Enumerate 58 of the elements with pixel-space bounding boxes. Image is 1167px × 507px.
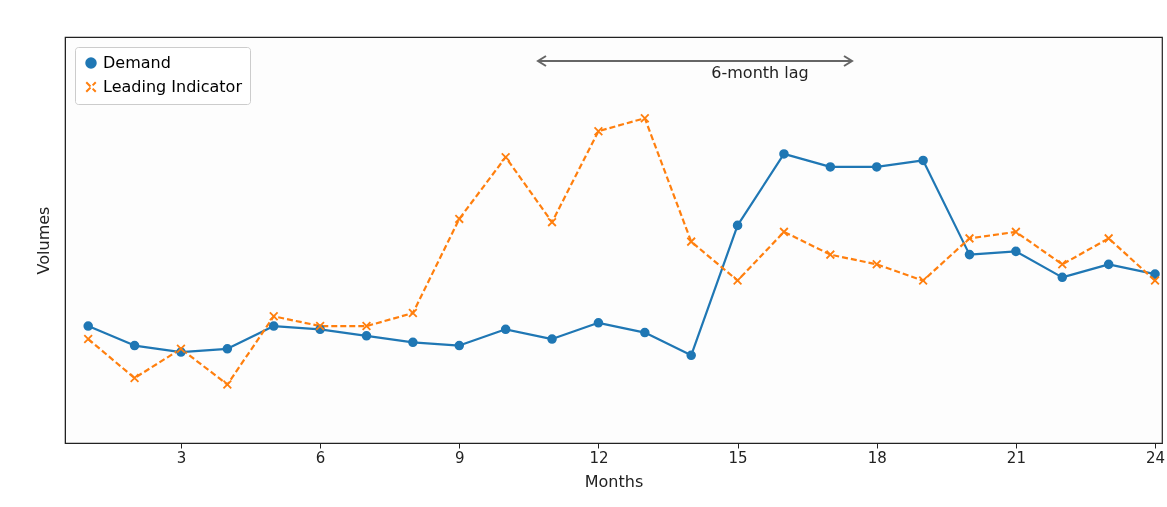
point bbox=[361, 321, 372, 331]
point bbox=[500, 324, 511, 335]
point bbox=[964, 233, 975, 244]
text: 6-month lag bbox=[711, 63, 809, 82]
point bbox=[222, 344, 233, 354]
point bbox=[83, 334, 93, 344]
point bbox=[547, 334, 557, 344]
point bbox=[871, 162, 882, 172]
point bbox=[83, 321, 93, 331]
point bbox=[779, 227, 789, 237]
point bbox=[129, 340, 140, 351]
point bbox=[918, 275, 928, 286]
y-axis-title: Volumes bbox=[33, 206, 53, 275]
point bbox=[964, 249, 975, 260]
point bbox=[1057, 272, 1068, 283]
point bbox=[268, 311, 279, 322]
point bbox=[361, 331, 372, 341]
x-tick-label: 9 bbox=[455, 448, 465, 467]
point bbox=[408, 337, 418, 348]
point bbox=[593, 126, 604, 136]
point bbox=[825, 249, 836, 260]
point bbox=[547, 217, 557, 227]
point bbox=[779, 149, 789, 159]
point bbox=[871, 259, 882, 270]
point bbox=[500, 152, 511, 162]
point bbox=[454, 214, 465, 224]
x-tick-label: 12 bbox=[589, 448, 609, 467]
point bbox=[640, 113, 650, 123]
point bbox=[408, 308, 418, 318]
point bbox=[593, 318, 604, 328]
x-tick-label: 15 bbox=[728, 448, 748, 467]
point bbox=[268, 321, 279, 331]
legend-label: Demand bbox=[103, 53, 171, 72]
point bbox=[1011, 227, 1021, 237]
point bbox=[1103, 259, 1114, 270]
x-tick-label: 21 bbox=[1006, 448, 1026, 467]
point bbox=[918, 155, 928, 166]
point bbox=[1150, 269, 1160, 279]
x-tick-label: 24 bbox=[1146, 448, 1166, 467]
point bbox=[1057, 259, 1068, 270]
point bbox=[732, 220, 743, 231]
legend-label: Leading Indicator bbox=[103, 77, 243, 96]
point bbox=[1150, 275, 1160, 286]
x-axis-title: Months bbox=[584, 471, 644, 491]
point bbox=[1103, 233, 1114, 244]
x-tick-label: 3 bbox=[176, 448, 187, 467]
point bbox=[640, 327, 650, 338]
point bbox=[686, 350, 696, 361]
point bbox=[454, 340, 465, 351]
point bbox=[825, 162, 836, 172]
point bbox=[222, 379, 233, 390]
point bbox=[686, 236, 696, 247]
point bbox=[315, 321, 325, 331]
point bbox=[129, 373, 140, 383]
point bbox=[732, 275, 743, 286]
point bbox=[1011, 246, 1021, 257]
x-tick-label: 18 bbox=[867, 448, 887, 467]
x-tick-label: 6 bbox=[315, 448, 326, 467]
